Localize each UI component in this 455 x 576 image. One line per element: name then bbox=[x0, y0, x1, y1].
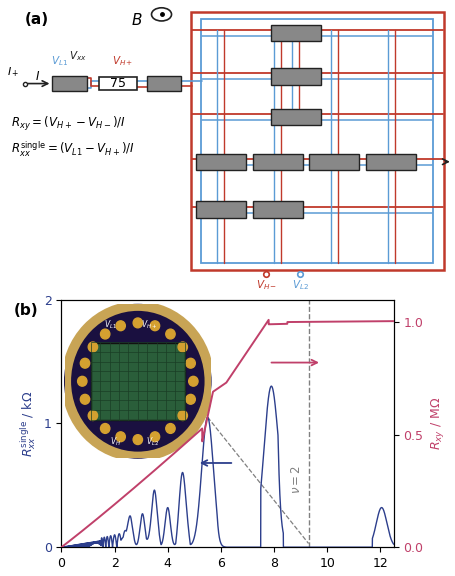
FancyBboxPatch shape bbox=[147, 76, 181, 92]
FancyBboxPatch shape bbox=[99, 77, 136, 90]
FancyBboxPatch shape bbox=[271, 109, 321, 125]
FancyBboxPatch shape bbox=[191, 12, 444, 270]
Text: $I$: $I$ bbox=[35, 70, 40, 83]
Text: $V_{H+}$: $V_{H+}$ bbox=[112, 55, 133, 69]
Text: $I_-$: $I_-$ bbox=[454, 157, 455, 167]
Text: $\nu=2$: $\nu=2$ bbox=[290, 464, 303, 494]
FancyBboxPatch shape bbox=[196, 202, 246, 218]
Text: $I_+$: $I_+$ bbox=[6, 66, 19, 79]
FancyBboxPatch shape bbox=[271, 25, 321, 41]
Text: $R_{xx}^{\mathrm{single}}=(V_{L1}-V_{H+})/I$: $R_{xx}^{\mathrm{single}}=(V_{L1}-V_{H+}… bbox=[11, 140, 135, 160]
Text: $V_{xx}$: $V_{xx}$ bbox=[69, 49, 87, 63]
Text: (b): (b) bbox=[14, 303, 38, 318]
FancyBboxPatch shape bbox=[309, 154, 359, 170]
Text: $V_{H-}$: $V_{H-}$ bbox=[256, 278, 277, 292]
FancyBboxPatch shape bbox=[366, 154, 416, 170]
FancyBboxPatch shape bbox=[196, 154, 246, 170]
Text: $V_{L1}$: $V_{L1}$ bbox=[51, 55, 68, 69]
Text: $V_{L2}$: $V_{L2}$ bbox=[292, 278, 309, 292]
Y-axis label: $R_{xy}$ / M$\Omega$: $R_{xy}$ / M$\Omega$ bbox=[429, 397, 446, 450]
FancyBboxPatch shape bbox=[52, 76, 87, 92]
FancyBboxPatch shape bbox=[271, 68, 321, 85]
Text: $R_{xy}=(V_{H+}-V_{H-})/I$: $R_{xy}=(V_{H+}-V_{H-})/I$ bbox=[11, 115, 126, 133]
Text: (a): (a) bbox=[25, 12, 49, 27]
FancyBboxPatch shape bbox=[253, 202, 303, 218]
Y-axis label: $R_{xx}^{\mathrm{single}}$ / k$\Omega$: $R_{xx}^{\mathrm{single}}$ / k$\Omega$ bbox=[19, 390, 38, 457]
Text: $B$: $B$ bbox=[131, 12, 142, 28]
FancyBboxPatch shape bbox=[253, 154, 303, 170]
Text: 75: 75 bbox=[110, 77, 126, 90]
